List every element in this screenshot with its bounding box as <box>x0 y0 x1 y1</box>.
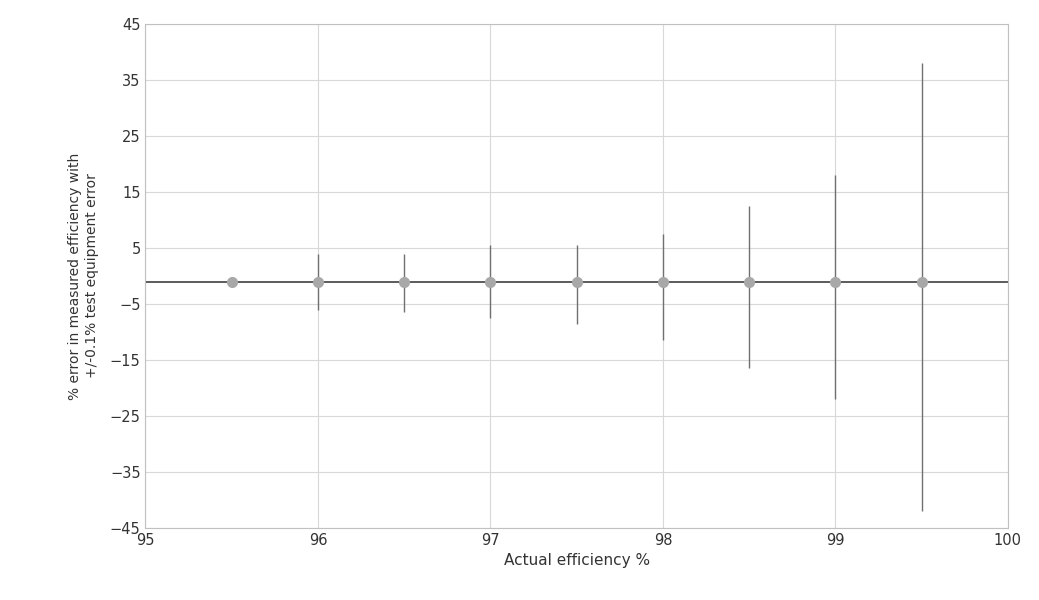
X-axis label: Actual efficiency %: Actual efficiency % <box>504 553 649 568</box>
Y-axis label: % error in measured efficiency with
+/-0.1% test equipment error: % error in measured efficiency with +/-0… <box>69 152 99 400</box>
